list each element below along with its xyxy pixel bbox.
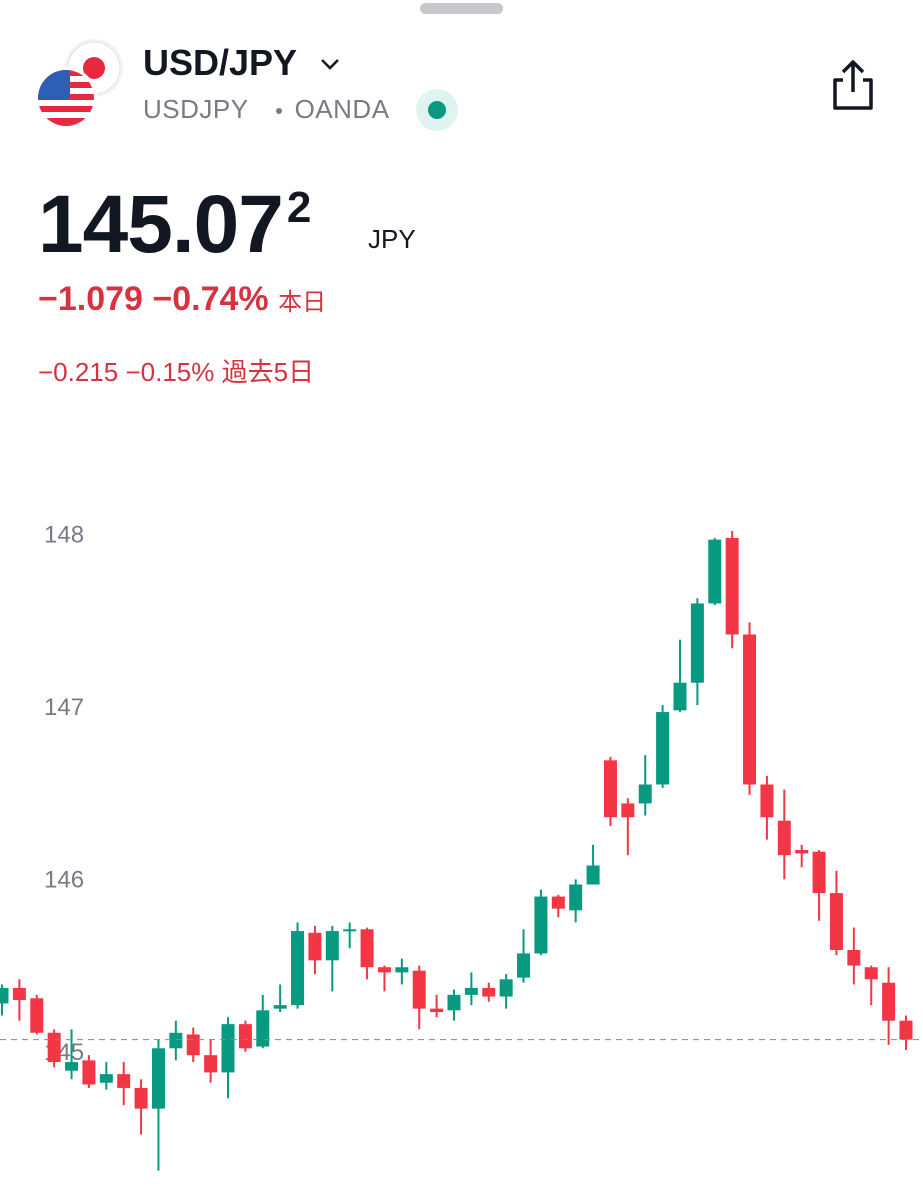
candle-body xyxy=(882,982,896,1021)
currency: JPY xyxy=(368,224,416,254)
y-tick-label: 147 xyxy=(44,694,84,721)
candle-body xyxy=(134,1087,148,1109)
candle-body xyxy=(82,1060,96,1085)
candle-body xyxy=(708,539,722,604)
day-change: −1.079 −0.74% 本日 xyxy=(38,280,326,319)
candle-body xyxy=(864,967,878,980)
candle-body xyxy=(499,979,513,997)
candle-body xyxy=(812,851,826,894)
y-tick-label: 148 xyxy=(44,522,84,549)
candle-body xyxy=(829,893,843,950)
candle-body xyxy=(343,929,357,932)
candle-body xyxy=(221,1024,235,1073)
candle-body xyxy=(482,987,496,997)
symbol-subtitle: USDJPY OANDA xyxy=(143,94,390,125)
candle-body xyxy=(447,994,461,1011)
candle-body xyxy=(656,712,670,785)
week-change: −0.215 −0.15% 過去5日 xyxy=(38,352,314,389)
candle-body xyxy=(395,967,409,973)
candle-body xyxy=(534,896,548,954)
candle-body xyxy=(690,603,704,683)
share-button[interactable] xyxy=(833,60,873,110)
market-open-dot xyxy=(428,101,446,119)
candle-body xyxy=(151,1048,165,1109)
candle-body xyxy=(256,1010,270,1047)
candle-body xyxy=(308,932,322,961)
candle-body xyxy=(603,760,617,818)
header-graphics xyxy=(35,3,873,131)
symbol-code: USDJPY xyxy=(143,94,249,124)
day-change-pct: −0.74% xyxy=(152,280,269,318)
candle-body xyxy=(0,987,9,1004)
candle-body xyxy=(169,1032,183,1049)
candle-body xyxy=(238,1024,252,1049)
dropdown-chevron[interactable] xyxy=(321,59,339,70)
grabber[interactable] xyxy=(420,3,503,14)
candle-body xyxy=(464,987,478,995)
candle-body xyxy=(273,1005,287,1009)
candle-body xyxy=(47,1032,61,1063)
candle-body xyxy=(204,1055,218,1073)
price-main: 145.07 xyxy=(38,179,284,270)
week-change-value: −0.215 xyxy=(38,357,119,387)
candle-body xyxy=(117,1074,131,1088)
candle-body xyxy=(291,931,305,1006)
candle-body xyxy=(638,784,652,804)
candle-body xyxy=(725,537,739,635)
candle-body xyxy=(325,931,339,961)
week-label: 過去5日 xyxy=(221,357,315,387)
currency-flags xyxy=(35,39,123,129)
candle-body xyxy=(430,1008,444,1013)
candle-body xyxy=(551,896,565,909)
symbol-title[interactable]: USD/JPY xyxy=(143,42,298,83)
candle-body xyxy=(186,1034,200,1056)
price: 145.072 xyxy=(38,178,312,272)
exchange: OANDA xyxy=(294,94,390,124)
candle-body xyxy=(99,1074,113,1083)
candle-body xyxy=(30,998,44,1033)
candle-body xyxy=(586,865,600,885)
candle-body xyxy=(673,682,687,711)
candle-body xyxy=(743,634,757,785)
candle-body xyxy=(777,820,791,856)
candle-body xyxy=(569,884,583,911)
candle-body xyxy=(65,1062,79,1071)
candle-body xyxy=(760,784,774,818)
candle-body xyxy=(621,803,635,818)
candle-body xyxy=(517,953,531,978)
price-last-digit: 2 xyxy=(286,183,312,232)
y-tick-label: 146 xyxy=(44,866,84,893)
week-change-pct: −0.15% xyxy=(125,357,215,387)
candle-body xyxy=(795,850,809,854)
separator-dot xyxy=(276,108,282,114)
candle-body xyxy=(360,929,374,968)
candle-body xyxy=(12,987,26,1000)
day-label: 本日 xyxy=(278,289,327,316)
candle-body xyxy=(899,1020,913,1040)
candle-body xyxy=(847,950,861,966)
candle-body xyxy=(377,967,391,973)
day-change-value: −1.079 xyxy=(38,280,143,318)
candle-body xyxy=(412,970,426,1009)
